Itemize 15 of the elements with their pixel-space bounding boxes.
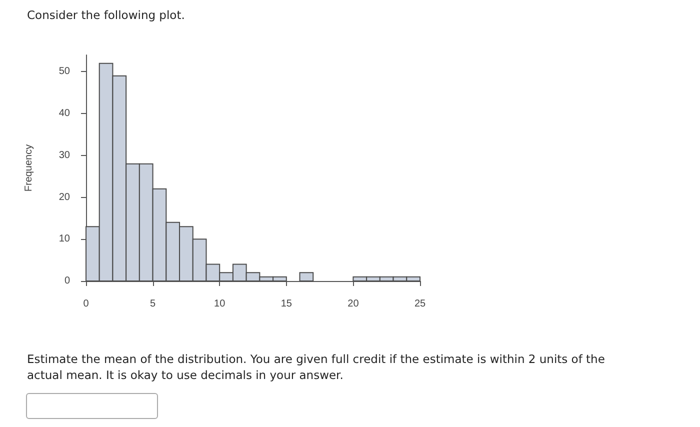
y-tick-label: 0 (64, 276, 70, 286)
x-tick-label: 5 (150, 298, 156, 310)
chart-title: Consider the following plot. (27, 8, 185, 22)
x-tick-label: 25 (414, 298, 426, 310)
x-tick-label: 20 (348, 298, 360, 310)
y-tick-label: 30 (58, 150, 70, 161)
y-tick-label: 10 (58, 234, 70, 245)
x-tick-label: 10 (214, 298, 226, 310)
text: Estimate the mean of the distribution. You are given full credit if the estimate is within 2 units of the actual mean. It is okay to use decimals in your answer. (27, 351, 606, 383)
y-tick-label: 50 (58, 66, 70, 78)
y-tick-label: 40 (58, 108, 70, 120)
x-tick-label: 0 (83, 298, 90, 310)
y-axis-title: Frequency (24, 144, 34, 192)
y-tick-label: 20 (58, 192, 70, 203)
x-tick-label: 15 (280, 298, 292, 310)
